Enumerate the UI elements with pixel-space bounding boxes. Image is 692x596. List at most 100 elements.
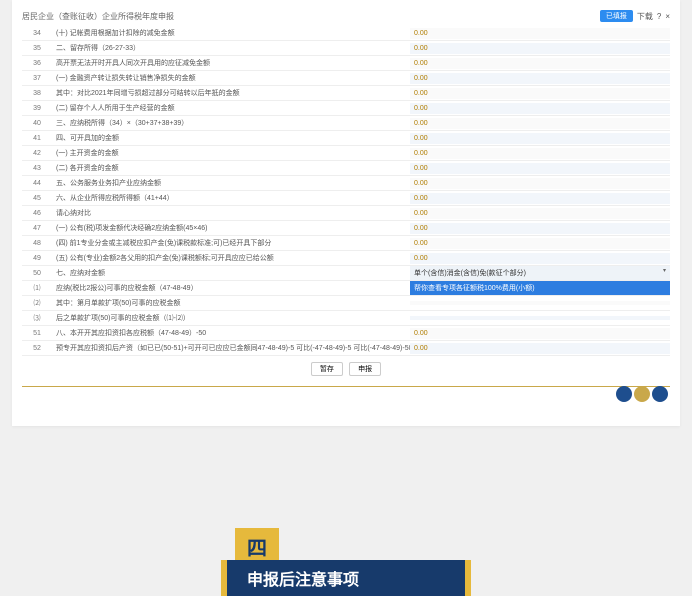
row-label: 应纳(税比2报公)可事的应税金额（47-48-49）	[52, 281, 410, 295]
table-row: 34(十) 记帐费用根据加计扣除的减免金额0.00	[22, 26, 670, 41]
row-label: (五) 公有(专业)金额2各父用的扣产金(免)课税额标;可开具应应已给公额	[52, 251, 410, 265]
table-row: ⑵其中：第月单款扩项(50)可事的应税金额	[22, 296, 670, 311]
row-label: 七、应纳对金额	[52, 266, 410, 280]
row-value[interactable]: 0.00	[410, 43, 670, 54]
row-label: (二) 留存个人人所用于生产经营的金额	[52, 101, 410, 115]
row-value[interactable]: 0.00	[410, 208, 670, 219]
status-badge[interactable]: 已填报	[600, 10, 633, 22]
row-value[interactable]: 0.00	[410, 28, 670, 39]
row-number: 51	[22, 328, 52, 339]
download-link[interactable]: 下载	[637, 11, 653, 22]
pager-dot[interactable]	[634, 386, 650, 402]
form-table: 34(十) 记帐费用根据加计扣除的减免金额0.0035二、留存所得（26-27-…	[22, 26, 670, 356]
row-value[interactable]: 0.00	[410, 178, 670, 189]
table-row: 35二、留存所得（26-27-33）0.00	[22, 41, 670, 56]
row-value[interactable]: 0.00	[410, 148, 670, 159]
table-row: 48(四) 前1专业分金或主减税应扣产金(免)课税款标准;可)已经开具下部分0.…	[22, 236, 670, 251]
row-value[interactable]: 0.00	[410, 238, 670, 249]
row-value[interactable]: 0.00	[410, 163, 670, 174]
row-number: 52	[22, 343, 52, 354]
row-number: 50	[22, 268, 52, 279]
row-number: 41	[22, 133, 52, 144]
table-row: 47(一) 公有(税)项发金额代决经确2应纳金额(45×46)0.00	[22, 221, 670, 236]
table-row: 45六、从企业所得应税所得额（41+44）0.00	[22, 191, 670, 206]
row-number: 34	[22, 28, 52, 39]
row-value[interactable]: 0.00	[410, 73, 670, 84]
section-number: 四	[235, 528, 279, 564]
save-button[interactable]: 暂存	[311, 362, 343, 376]
row-number: 45	[22, 193, 52, 204]
row-label: 预专开其应扣资扣后产资（如已已(50-51)+可开可已应应已金额同47-48-4…	[52, 341, 410, 355]
row-number: 46	[22, 208, 52, 219]
row-number: 47	[22, 223, 52, 234]
table-row: 50七、应纳对金额单个(含信)消金(含信)免(款征个部分)	[22, 266, 670, 281]
row-number: 48	[22, 238, 52, 249]
divider-line	[22, 386, 670, 387]
row-value[interactable]	[410, 316, 670, 320]
row-label: 请心纳对比	[52, 206, 410, 220]
row-label: (一) 公有(税)项发金额代决经确2应纳金额(45×46)	[52, 221, 410, 235]
row-value[interactable]: 0.00	[410, 133, 670, 144]
row-value[interactable]: 0.00	[410, 343, 670, 354]
table-row: ⑴应纳(税比2报公)可事的应税金额（47-48-49）帮你查看专项各征额税100…	[22, 281, 670, 296]
section-badge: 四 申报后注意事项	[221, 528, 471, 596]
form-title: 居民企业（查账征收）企业所得税年度申报	[22, 11, 174, 22]
row-value[interactable]: 0.00	[410, 328, 670, 339]
table-row: 46请心纳对比0.00	[22, 206, 670, 221]
pager-dots	[616, 386, 668, 402]
row-label: 后之单款扩项(50)可事的应税金额（⑴-⑵）	[52, 311, 410, 325]
submit-button[interactable]: 申报	[349, 362, 381, 376]
table-row: 36高开票无法开时开具人同次开具用的应征减免金额0.00	[22, 56, 670, 71]
header-actions: 已填报 下载 ? ×	[600, 10, 670, 22]
pager-dot[interactable]	[616, 386, 632, 402]
row-value[interactable]: 0.00	[410, 88, 670, 99]
table-row: 52预专开其应扣资扣后产资（如已已(50-51)+可开可已应应已金额同47-48…	[22, 341, 670, 356]
pager-dot[interactable]	[652, 386, 668, 402]
row-label: 其中：第月单款扩项(50)可事的应税金额	[52, 296, 410, 310]
row-number: 39	[22, 103, 52, 114]
row-value[interactable]: 帮你查看专项各征额税100%费用(小额)	[410, 281, 670, 295]
row-number: 44	[22, 178, 52, 189]
row-label: 高开票无法开时开具人同次开具用的应征减免金额	[52, 56, 410, 70]
row-value[interactable]: 单个(含信)消金(含信)免(款征个部分)	[410, 266, 670, 280]
row-label: 三、应纳税所得（34）×（30+37+38+39）	[52, 116, 410, 130]
table-row: 49(五) 公有(专业)金额2各父用的扣产金(免)课税额标;可开具应应已给公额0…	[22, 251, 670, 266]
table-row: 41四、可开具加的金额0.00	[22, 131, 670, 146]
row-number: 42	[22, 148, 52, 159]
row-label: 八、本开开其应扣资扣各应税额（47-48-49）-50	[52, 326, 410, 340]
row-value[interactable]: 0.00	[410, 103, 670, 114]
help-icon[interactable]: ?	[657, 12, 661, 21]
row-number: 37	[22, 73, 52, 84]
footer-buttons: 暂存 申报	[22, 356, 670, 376]
table-row: 42(一) 主开资金的金额0.00	[22, 146, 670, 161]
table-row: 37(一) 金融资产转让损失转让销售净损失的金额0.00	[22, 71, 670, 86]
table-row: 39(二) 留存个人人所用于生产经营的金额0.00	[22, 101, 670, 116]
table-row: 44五、公务服务业务扣产业应纳金额0.00	[22, 176, 670, 191]
row-number: 40	[22, 118, 52, 129]
close-icon[interactable]: ×	[665, 12, 670, 21]
row-number: ⑶	[22, 311, 52, 325]
row-number: ⑴	[22, 281, 52, 295]
row-label: 其中：对比2021年同增亏损超过部分可结转以后年抵的金额	[52, 86, 410, 100]
row-number: 49	[22, 253, 52, 264]
row-value[interactable]: 0.00	[410, 118, 670, 129]
row-label: 五、公务服务业务扣产业应纳金额	[52, 176, 410, 190]
row-value[interactable]: 0.00	[410, 58, 670, 69]
divider	[22, 386, 670, 404]
row-number: 36	[22, 58, 52, 69]
table-row: 51八、本开开其应扣资扣各应税额（47-48-49）-500.00	[22, 326, 670, 341]
row-value[interactable]: 0.00	[410, 193, 670, 204]
row-value[interactable]: 0.00	[410, 223, 670, 234]
row-number: 38	[22, 88, 52, 99]
row-number: ⑵	[22, 296, 52, 310]
row-label: (二) 各开资金的金额	[52, 161, 410, 175]
section-title: 申报后注意事项	[221, 560, 471, 596]
table-row: 43(二) 各开资金的金额0.00	[22, 161, 670, 176]
row-label: 四、可开具加的金额	[52, 131, 410, 145]
row-label: (一) 主开资金的金额	[52, 146, 410, 160]
form-card: 居民企业（查账征收）企业所得税年度申报 已填报 下载 ? × 34(十) 记帐费…	[12, 0, 680, 426]
row-value[interactable]: 0.00	[410, 253, 670, 264]
table-row: ⑶后之单款扩项(50)可事的应税金额（⑴-⑵）	[22, 311, 670, 326]
row-label: (四) 前1专业分金或主减税应扣产金(免)课税款标准;可)已经开具下部分	[52, 236, 410, 250]
row-value[interactable]	[410, 301, 670, 305]
